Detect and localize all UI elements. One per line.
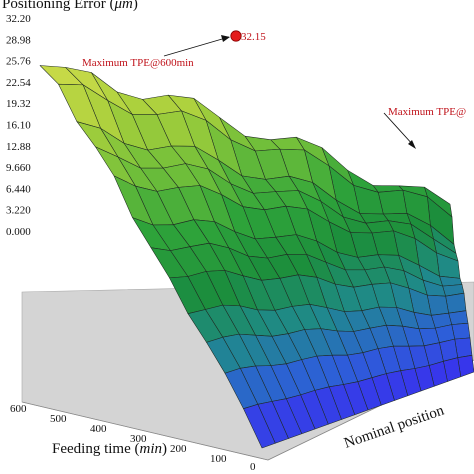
maximum-value-label: 32.15 (241, 31, 266, 43)
z-tick-label: 19.32 (6, 98, 31, 110)
floor-front-edge (21, 401, 269, 461)
maximum-point-marker (230, 30, 242, 42)
z-tick-label: 22.54 (6, 77, 31, 89)
z-tick-label: 9.660 (6, 162, 31, 174)
x-tick-label: 500 (50, 413, 67, 425)
z-tick-label: 32.20 (6, 13, 31, 25)
z-tick-label: 28.98 (6, 34, 31, 46)
annotation-label-600min: Maximum TPE@600min (82, 57, 194, 69)
annotation-arrowhead (221, 35, 230, 42)
x-tick-label: 100 (210, 453, 227, 465)
annotation-arrowhead-2 (408, 140, 416, 149)
z-tick-label: 3.220 (6, 205, 31, 217)
surface-cell (243, 404, 276, 449)
chart-marks: 32.15 Maximum TPE@600min Maximum TPE@ (82, 30, 466, 149)
annotation-label-second: Maximum TPE@ (388, 106, 466, 118)
surface-mesh (39, 65, 474, 449)
z-tick-label: 16.10 (6, 120, 31, 132)
x-tick-label: 0 (250, 461, 256, 473)
annotation-arrow-line (163, 36, 230, 57)
z-tick-label: 12.88 (6, 141, 31, 153)
z-tick-label: 25.76 (6, 56, 31, 68)
x-tick-label: 300 (130, 433, 147, 445)
x-tick-label: 600 (10, 403, 27, 415)
surface-cell (445, 292, 467, 314)
z-tick-label: 6.440 (6, 183, 31, 195)
x-tick-label: 400 (90, 423, 107, 435)
z-axis-title: Positioning Error (μm) (2, 0, 138, 12)
surface-cell (448, 310, 469, 325)
annotation-arrow-line-2 (383, 112, 415, 147)
x-tick-label: 200 (170, 443, 187, 455)
x-axis-title: Feeding time (min) (52, 441, 167, 457)
z-tick-label: 0.000 (6, 226, 31, 238)
